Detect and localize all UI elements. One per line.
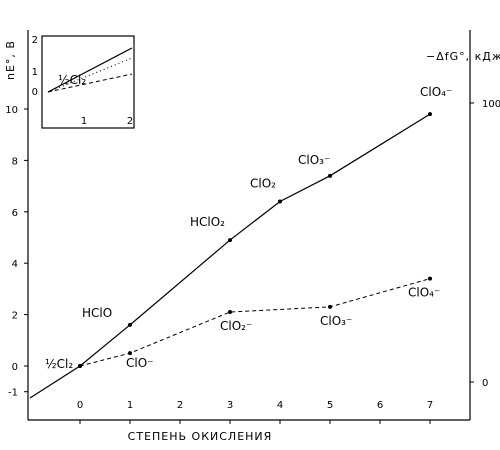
- series-layer: [29, 112, 432, 399]
- data-point: [428, 112, 432, 117]
- point-label: ClO₂⁻: [220, 319, 252, 333]
- data-point: [228, 310, 232, 315]
- inset-x-tick-label: 1: [81, 116, 87, 127]
- x-tick-label: 0: [77, 400, 83, 411]
- inset-chart: 1 2 0 1 2 ½Cl₂: [32, 35, 135, 129]
- x-tick-label: 3: [227, 400, 233, 411]
- series-line: [79, 278, 431, 367]
- point-label: ClO₄⁻: [420, 85, 452, 99]
- x-tick-label: 5: [327, 400, 333, 411]
- y-tick-label: 0: [12, 362, 18, 373]
- point-label: ClO₃⁻: [298, 153, 330, 167]
- point-label: HClO₂: [190, 215, 225, 229]
- y-tick-label: 4: [12, 259, 18, 270]
- point-label: ClO₂: [250, 177, 276, 191]
- data-point: [78, 364, 82, 368]
- y-tick-label: -1: [8, 388, 18, 399]
- y-axis-left-title: nE°, В: [4, 40, 17, 80]
- data-point: [428, 276, 432, 281]
- inset-y-tick-label: 2: [32, 35, 38, 46]
- point-label: ½Cl₂: [45, 357, 73, 371]
- y2-tick-label: 0: [482, 378, 488, 389]
- x-axis-title: СТЕПЕНЬ ОКИСЛЕНИЯ: [128, 430, 273, 443]
- data-point: [278, 199, 282, 204]
- x-tick-label: 2: [177, 400, 183, 411]
- x-tick-label: 1: [127, 400, 133, 411]
- inset-y-tick-label: 1: [32, 67, 38, 78]
- x-tick-label: 4: [277, 400, 283, 411]
- point-label: ClO₄⁻: [408, 286, 440, 300]
- annotation-layer: ½Cl₂ HClO HClO₂ ClO₂ ClO₃⁻ ClO₄⁻ ClO⁻ ClO₂⁻ ClO₃…: [45, 85, 452, 371]
- inset-ticks: 1 2 0 1 2: [32, 35, 134, 127]
- data-point: [228, 238, 232, 243]
- x-ticks: 0 1 2 3 4 5 6 7: [77, 400, 433, 424]
- inset-label: ½Cl₂: [58, 73, 86, 87]
- series-line: [29, 113, 431, 399]
- inset-y-tick-label: 0: [32, 87, 38, 98]
- point-label: ClO⁻: [126, 356, 154, 370]
- inset-dashed-line: [47, 73, 133, 93]
- inset-frame: [41, 35, 135, 129]
- y-tick-label: 10: [5, 105, 18, 116]
- y-tick-label: 8: [12, 156, 18, 167]
- inset-solid-line: [47, 47, 133, 93]
- point-label: ClO₃⁻: [320, 314, 352, 328]
- y-tick-label: 2: [12, 311, 18, 322]
- x-tick-label: 7: [427, 400, 433, 411]
- inset-x-tick-label: 2: [127, 116, 133, 127]
- data-point: [128, 351, 132, 356]
- point-label: HClO: [82, 306, 112, 320]
- data-point: [328, 304, 332, 309]
- y-tick-label: 6: [12, 208, 18, 219]
- data-point: [128, 322, 132, 327]
- y-ticks: -1 0 2 4 6 8 10: [5, 105, 28, 399]
- data-point: [328, 173, 332, 178]
- y-axis-right-title: −ΔfG°, кДж/моль: [426, 50, 500, 63]
- x-tick-label: 6: [377, 400, 383, 411]
